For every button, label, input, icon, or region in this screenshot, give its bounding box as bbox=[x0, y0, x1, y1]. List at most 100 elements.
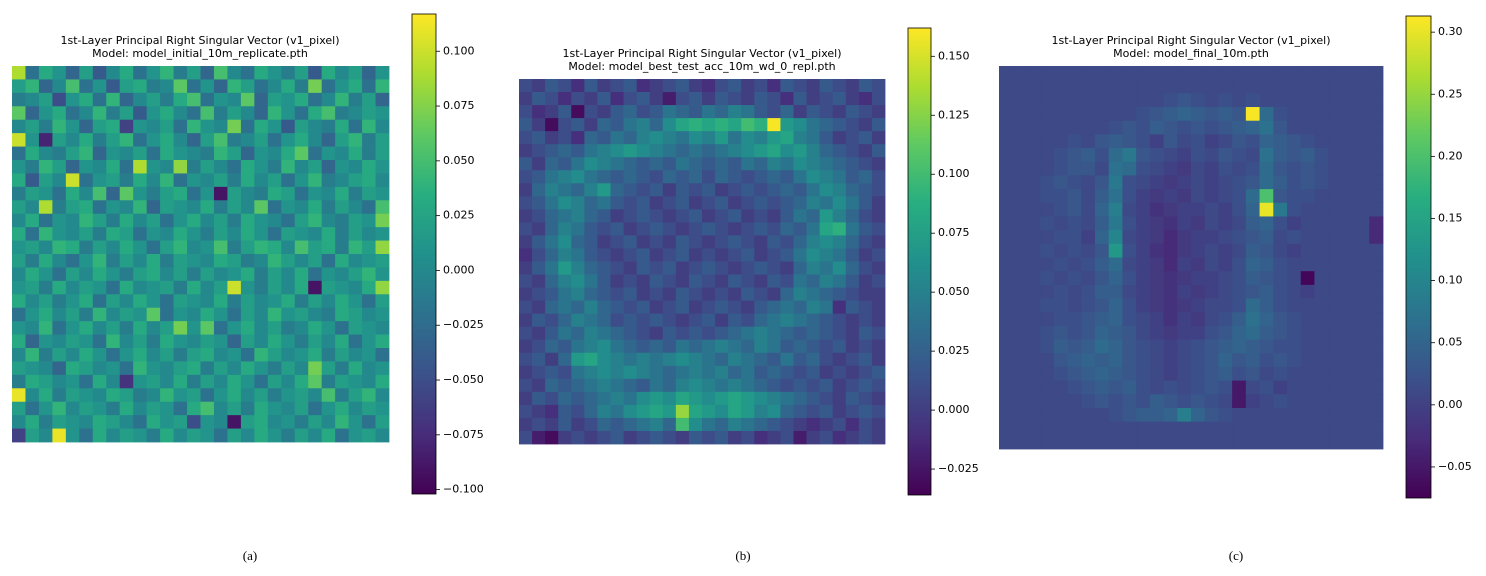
heatmap-cell bbox=[1232, 353, 1247, 368]
heatmap-cell bbox=[187, 240, 201, 255]
colorbar-tick-label: 0.100 bbox=[443, 44, 475, 57]
heatmap-cell bbox=[335, 428, 350, 443]
heatmap-cell bbox=[871, 131, 886, 145]
heatmap-cell bbox=[1232, 161, 1247, 176]
heatmap-cell bbox=[715, 261, 729, 275]
heatmap-cell bbox=[1369, 407, 1384, 423]
heatmap-cell bbox=[92, 388, 107, 403]
chart-title: 1st-Layer Principal Right Singular Vecto… bbox=[563, 47, 842, 60]
heatmap-cell bbox=[767, 430, 781, 445]
heatmap-cell bbox=[754, 209, 768, 223]
heatmap-cell bbox=[780, 209, 794, 223]
heatmap-cell bbox=[702, 326, 716, 341]
heatmap-cell bbox=[254, 267, 269, 282]
heatmap-cell bbox=[1012, 339, 1027, 354]
heatmap-cell bbox=[532, 378, 546, 393]
heatmap-cell bbox=[92, 348, 107, 362]
heatmap-cell bbox=[38, 66, 53, 80]
colorbar-tick-label: −0.050 bbox=[443, 373, 484, 386]
heatmap-cell bbox=[1040, 394, 1055, 409]
heatmap-cell bbox=[1040, 243, 1055, 258]
heatmap-cell bbox=[1300, 216, 1315, 231]
heatmap-cell bbox=[1191, 202, 1206, 217]
heatmap-cell bbox=[133, 401, 148, 416]
heatmap-cell bbox=[662, 287, 677, 302]
heatmap-cell bbox=[545, 313, 559, 328]
heatmap-cell bbox=[65, 254, 80, 268]
heatmap-cell bbox=[12, 280, 26, 295]
heatmap-cell bbox=[1053, 257, 1068, 272]
heatmap-cell bbox=[558, 391, 572, 406]
heatmap-cell bbox=[1328, 353, 1343, 368]
heatmap-cell bbox=[519, 300, 533, 315]
heatmap-cell bbox=[200, 415, 215, 429]
heatmap-cell bbox=[1191, 243, 1206, 258]
heatmap-cell bbox=[1149, 120, 1164, 135]
heatmap-cell bbox=[106, 79, 121, 94]
heatmap-cell bbox=[1314, 421, 1329, 436]
heatmap-cell bbox=[187, 334, 201, 349]
heatmap-cell bbox=[240, 348, 255, 362]
heatmap-cell bbox=[1245, 312, 1260, 327]
heatmap-cell bbox=[12, 160, 26, 174]
heatmap-cell bbox=[200, 240, 215, 255]
heatmap-cell bbox=[623, 105, 638, 119]
heatmap-cell bbox=[545, 404, 559, 419]
heatmap-cell bbox=[754, 105, 768, 119]
heatmap-cell bbox=[65, 133, 80, 147]
heatmap-cell bbox=[1177, 271, 1192, 286]
heatmap-cell bbox=[348, 334, 363, 349]
heatmap-cell bbox=[200, 173, 215, 188]
heatmap-cell bbox=[267, 92, 282, 107]
heatmap-cell bbox=[267, 173, 282, 188]
heatmap-cell bbox=[65, 106, 80, 121]
heatmap-cell bbox=[715, 365, 729, 380]
heatmap-cell bbox=[675, 131, 690, 145]
heatmap-cell bbox=[558, 79, 572, 93]
heatmap-cell bbox=[1136, 216, 1151, 231]
heatmap-cell bbox=[1095, 230, 1110, 245]
heatmap-cell bbox=[806, 105, 821, 119]
heatmap-cell bbox=[597, 430, 611, 445]
heatmap-cell bbox=[610, 313, 624, 328]
heatmap-cell bbox=[688, 196, 703, 210]
heatmap-cell bbox=[1273, 243, 1288, 258]
heatmap-cell bbox=[1163, 421, 1178, 436]
heatmap-cell bbox=[1012, 161, 1027, 176]
heatmap-cell bbox=[558, 287, 572, 302]
heatmap-cell bbox=[702, 170, 716, 184]
heatmap-cell bbox=[767, 287, 781, 302]
heatmap-cell bbox=[1163, 93, 1178, 108]
heatmap-cell bbox=[767, 391, 781, 406]
heatmap-cell bbox=[160, 374, 174, 389]
heatmap-cell bbox=[1355, 79, 1370, 94]
heatmap-cell bbox=[79, 254, 94, 268]
heatmap-cell bbox=[1095, 120, 1110, 135]
heatmap-cell bbox=[1341, 120, 1356, 135]
heatmap-cell bbox=[227, 240, 242, 255]
heatmap-cell bbox=[294, 133, 309, 147]
heatmap-cell bbox=[1232, 284, 1247, 299]
heatmap-cell bbox=[688, 118, 703, 132]
heatmap-cell bbox=[1204, 243, 1219, 258]
heatmap-cell bbox=[662, 92, 677, 106]
heatmap-cell bbox=[806, 261, 821, 275]
heatmap-cell bbox=[1328, 161, 1343, 176]
heatmap-cell bbox=[832, 417, 847, 432]
heatmap-cell bbox=[119, 92, 134, 107]
heatmap-cell bbox=[1259, 380, 1274, 395]
heatmap-cell bbox=[1355, 189, 1370, 204]
heatmap-cell bbox=[584, 261, 598, 275]
heatmap-cell bbox=[597, 391, 611, 406]
heatmap-cell bbox=[227, 227, 242, 241]
heatmap-cell bbox=[1108, 325, 1123, 340]
heatmap-cell bbox=[119, 401, 134, 416]
heatmap-cell bbox=[1314, 366, 1329, 382]
heatmap-cell bbox=[532, 92, 546, 106]
heatmap-cell bbox=[1328, 435, 1343, 450]
heatmap-cell bbox=[133, 119, 148, 134]
heatmap-cell bbox=[1259, 230, 1274, 245]
heatmap-cell bbox=[793, 391, 807, 406]
heatmap-cell bbox=[636, 274, 651, 288]
heatmap-cell bbox=[362, 348, 376, 362]
